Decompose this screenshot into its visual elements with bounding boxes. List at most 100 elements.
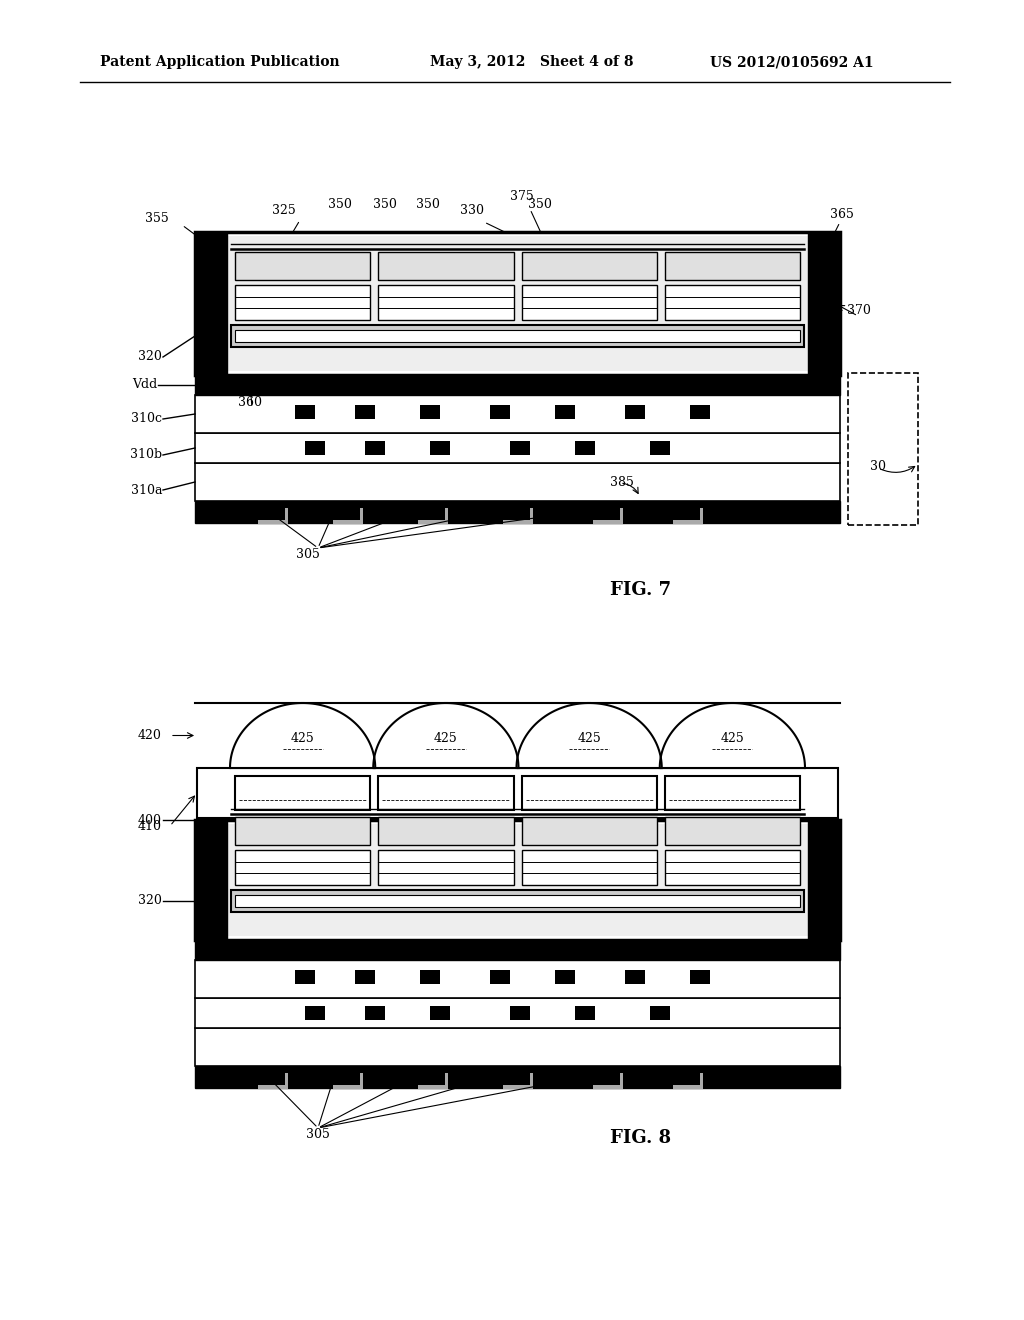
Text: 425: 425 <box>434 733 458 746</box>
Text: 410: 410 <box>138 820 162 833</box>
Bar <box>521 850 656 884</box>
Text: 320: 320 <box>138 895 162 908</box>
Bar <box>195 375 840 395</box>
Text: 415: 415 <box>434 787 458 800</box>
Text: 30: 30 <box>870 461 886 474</box>
Text: 305: 305 <box>296 549 319 561</box>
Bar <box>365 441 385 455</box>
Bar <box>450 378 472 391</box>
Bar <box>305 441 325 455</box>
Bar <box>525 378 547 391</box>
Bar <box>195 232 840 375</box>
Bar <box>625 970 645 983</box>
Bar <box>665 776 800 810</box>
Bar <box>240 942 262 956</box>
Text: 350: 350 <box>328 198 352 211</box>
Text: 370: 370 <box>847 304 870 317</box>
Bar <box>333 1073 362 1089</box>
Bar <box>430 1006 450 1020</box>
Bar <box>510 441 530 455</box>
Bar <box>375 378 397 391</box>
Bar <box>333 508 362 524</box>
Bar <box>195 940 840 960</box>
Bar <box>690 970 710 983</box>
Text: 360: 360 <box>238 396 262 409</box>
Bar <box>808 232 840 375</box>
Bar <box>234 850 371 884</box>
Bar <box>521 817 656 845</box>
Bar <box>450 942 472 956</box>
Bar <box>234 330 800 342</box>
Bar <box>195 433 840 463</box>
Bar <box>365 1006 385 1020</box>
Bar <box>195 463 840 502</box>
Text: 350: 350 <box>373 198 397 211</box>
Bar <box>255 504 285 520</box>
Bar <box>650 441 670 455</box>
Bar <box>660 942 682 956</box>
Bar <box>420 970 440 983</box>
Bar <box>199 236 836 371</box>
Bar <box>378 817 513 845</box>
Bar <box>330 504 360 520</box>
Bar <box>521 252 656 280</box>
Text: 350: 350 <box>416 198 440 211</box>
Bar <box>848 374 918 525</box>
Bar <box>195 502 840 523</box>
Bar <box>808 820 840 940</box>
Bar <box>690 405 710 418</box>
Bar <box>521 776 656 810</box>
Bar <box>665 817 800 845</box>
Bar <box>673 1073 703 1089</box>
Bar <box>234 895 800 907</box>
Text: 365: 365 <box>830 207 854 220</box>
Bar <box>355 405 375 418</box>
Bar <box>295 405 315 418</box>
Text: 330: 330 <box>460 203 484 216</box>
Bar <box>234 285 371 319</box>
Bar <box>670 504 700 520</box>
Bar <box>595 378 617 391</box>
Bar <box>670 1069 700 1085</box>
Text: Vdd: Vdd <box>132 379 157 392</box>
Bar <box>665 285 800 319</box>
Bar <box>305 1006 325 1020</box>
Bar <box>330 1069 360 1085</box>
Bar <box>660 378 682 391</box>
Bar <box>305 942 327 956</box>
Text: 375: 375 <box>510 190 534 202</box>
Bar <box>503 508 534 524</box>
Text: 400: 400 <box>138 813 162 826</box>
Bar <box>490 970 510 983</box>
Text: 415: 415 <box>291 787 314 800</box>
Bar <box>195 960 840 998</box>
Bar <box>720 378 742 391</box>
Bar <box>231 325 804 347</box>
Text: FIG. 7: FIG. 7 <box>610 581 671 599</box>
Bar <box>418 1073 449 1089</box>
Text: May 3, 2012   Sheet 4 of 8: May 3, 2012 Sheet 4 of 8 <box>430 55 634 69</box>
Text: 415: 415 <box>721 787 744 800</box>
Bar <box>195 1067 840 1088</box>
Bar <box>258 1073 288 1089</box>
Text: 310c: 310c <box>131 412 162 425</box>
Bar <box>650 1006 670 1020</box>
Bar <box>378 285 513 319</box>
Bar <box>521 285 656 319</box>
Bar <box>418 508 449 524</box>
Text: 415: 415 <box>578 787 601 800</box>
Bar <box>510 1006 530 1020</box>
Bar <box>665 850 800 884</box>
Bar <box>625 405 645 418</box>
Bar <box>234 817 371 845</box>
Bar <box>595 942 617 956</box>
Text: 320: 320 <box>138 351 162 363</box>
Bar <box>258 508 288 524</box>
Bar <box>378 850 513 884</box>
Bar <box>415 1069 445 1085</box>
Bar <box>240 378 262 391</box>
Text: 355: 355 <box>145 211 169 224</box>
Bar <box>234 252 371 280</box>
Bar <box>195 998 840 1028</box>
Bar <box>590 1069 620 1085</box>
